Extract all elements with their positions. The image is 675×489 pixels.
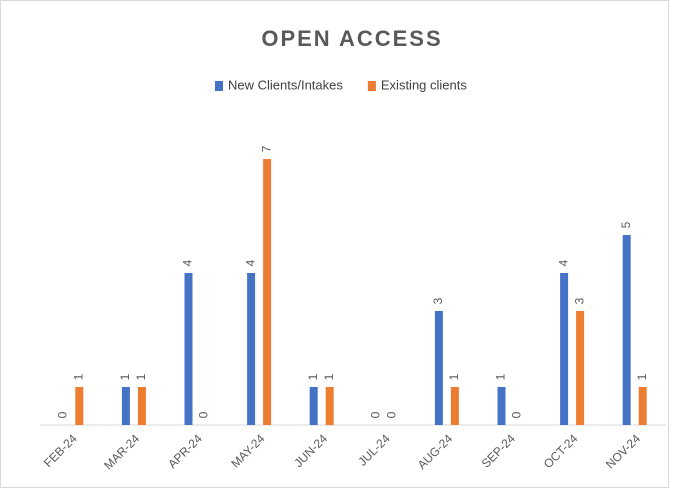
data-label: 4	[243, 259, 257, 266]
data-label: 7	[259, 145, 273, 152]
data-label: 1	[306, 373, 320, 380]
legend-swatch	[367, 81, 376, 91]
bar	[638, 387, 647, 425]
legend-label: Existing clients	[381, 77, 467, 92]
bar	[184, 273, 193, 425]
bar	[75, 387, 84, 425]
data-label: 1	[494, 373, 508, 380]
legend-swatch	[215, 81, 223, 91]
data-label: 0	[510, 411, 524, 418]
data-label: 1	[118, 373, 132, 380]
bar	[309, 387, 318, 425]
data-label: 1	[447, 373, 461, 380]
data-label: 1	[134, 373, 148, 380]
data-label: 3	[572, 297, 586, 304]
legend-label: New Clients/Intakes	[228, 77, 343, 92]
data-label: 4	[181, 259, 195, 266]
data-label: 0	[384, 411, 398, 418]
data-label: 1	[71, 373, 85, 380]
bar	[325, 387, 334, 425]
bar	[576, 311, 585, 425]
bar	[247, 273, 256, 425]
chart-title: OPEN ACCESS	[261, 26, 442, 51]
bar	[137, 387, 146, 425]
data-label: 1	[635, 373, 649, 380]
data-label: 5	[619, 221, 633, 228]
bar	[121, 387, 130, 425]
bar	[622, 235, 631, 425]
bar	[560, 273, 569, 425]
bar	[450, 387, 459, 425]
data-label: 1	[322, 373, 336, 380]
data-label: 0	[197, 411, 211, 418]
data-label: 0	[368, 411, 382, 418]
data-label: 4	[556, 259, 570, 266]
bar	[497, 387, 506, 425]
bar	[263, 159, 272, 425]
bar	[434, 311, 443, 425]
data-label: 3	[431, 297, 445, 304]
data-label: 0	[55, 411, 69, 418]
